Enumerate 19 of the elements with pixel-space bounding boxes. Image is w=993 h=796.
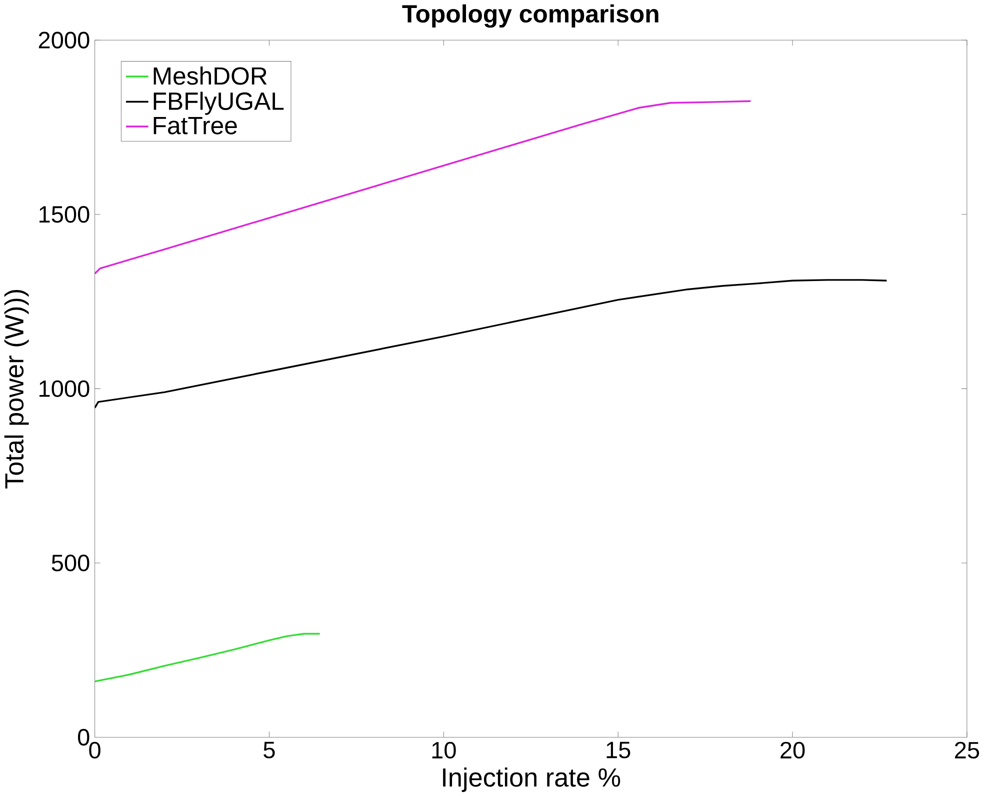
legend-label: MeshDOR xyxy=(154,66,267,85)
x-axis-title: Injection rate % xyxy=(443,767,620,792)
chart-title: Topology comparison xyxy=(402,4,658,28)
line-series xyxy=(94,632,321,682)
y-axis-title: Total power (W))) xyxy=(4,290,29,488)
x-tick-label: 15 xyxy=(606,742,630,758)
y-tick-label: 1500 xyxy=(40,206,90,223)
x-tick-label: 5 xyxy=(264,742,275,758)
y-tick-label: 2000 xyxy=(38,32,90,48)
legend-label: FatTree xyxy=(154,116,237,134)
line-series xyxy=(94,278,888,409)
legend-label: FBFlyUGAL xyxy=(154,92,284,115)
x-tick-label: 0 xyxy=(89,742,100,758)
y-tick-label: 500 xyxy=(52,554,90,572)
x-tick-label: 25 xyxy=(955,742,980,758)
y-tick-label: 0 xyxy=(78,728,90,746)
y-tick-label: 1000 xyxy=(40,380,90,397)
x-tick-label: 20 xyxy=(780,742,805,758)
x-tick-label: 10 xyxy=(432,742,456,758)
